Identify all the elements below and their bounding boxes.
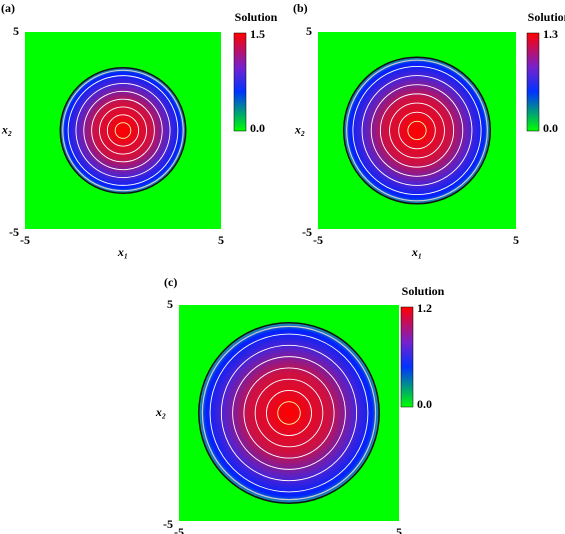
contour-edge: [198, 322, 380, 504]
contour-line: [75, 83, 171, 178]
contour-line: [91, 98, 155, 163]
colorbar-title: Solution: [528, 10, 565, 24]
x-tick-label: -5: [313, 233, 323, 247]
colorbar-title: Solution: [235, 10, 278, 24]
contour-line: [277, 401, 301, 425]
y-axis-label: x₂: [155, 405, 166, 419]
contour-line: [352, 65, 482, 196]
y-tick-label: 5: [13, 24, 19, 38]
contour-line: [346, 59, 488, 202]
y-tick-label: 5: [306, 24, 312, 38]
panel-label: (c): [164, 275, 177, 289]
contour-line: [361, 75, 473, 186]
x-tick-label: 5: [513, 233, 519, 247]
x-axis-label: x₁: [411, 245, 422, 259]
contour-line: [106, 114, 140, 147]
contour-line: [370, 84, 464, 177]
contour-line: [398, 111, 436, 150]
contour-edge: [342, 56, 492, 205]
y-tick-label: -5: [9, 225, 19, 239]
contour-line: [67, 75, 179, 186]
contour-edge: [59, 67, 187, 194]
colorbar-tick-label: 1.5: [250, 27, 265, 41]
contour-line: [407, 120, 427, 141]
y-tick-label: 5: [167, 297, 173, 311]
colorbar-tick-label: 0.0: [417, 397, 432, 411]
contour-line: [201, 325, 377, 501]
x-tick-label: -5: [20, 233, 30, 247]
colorbar-tick-label: 1.3: [543, 27, 558, 41]
x-axis-label: x₁: [117, 245, 128, 259]
x-tick-label: -5: [174, 525, 184, 534]
contour-line: [83, 90, 163, 171]
x-tick-label: 5: [218, 233, 224, 247]
solution-blob: [60, 67, 186, 194]
y-tick-label: -5: [302, 225, 312, 239]
y-tick-label: -5: [163, 517, 173, 531]
colorbar-tick-label: 1.2: [417, 301, 432, 315]
colorbar-title: Solution: [402, 284, 445, 298]
contour-line: [114, 122, 132, 139]
contour-line: [389, 102, 445, 159]
contour-line: [232, 356, 346, 470]
contour-line: [99, 106, 147, 155]
contour-line: [379, 93, 455, 168]
contour-line: [62, 69, 184, 192]
colorbar: [233, 32, 247, 132]
colorbar: [400, 306, 414, 408]
x-tick-label: 5: [396, 525, 402, 534]
colorbar: [526, 32, 540, 132]
y-axis-label: x₂: [1, 122, 12, 136]
solution-blob: [343, 57, 491, 204]
contour-line: [220, 344, 358, 482]
contour-line: [243, 367, 335, 459]
colorbar-tick-label: 0.0: [543, 121, 558, 135]
contour-line: [254, 378, 324, 448]
colorbar-tick-label: 0.0: [250, 121, 265, 135]
contour-line: [209, 333, 369, 493]
panel-label: (b): [293, 1, 308, 15]
contour-line: [266, 390, 313, 437]
panel-label: (a): [1, 1, 15, 15]
solution-blob: [198, 322, 380, 504]
y-axis-label: x₂: [294, 122, 305, 136]
